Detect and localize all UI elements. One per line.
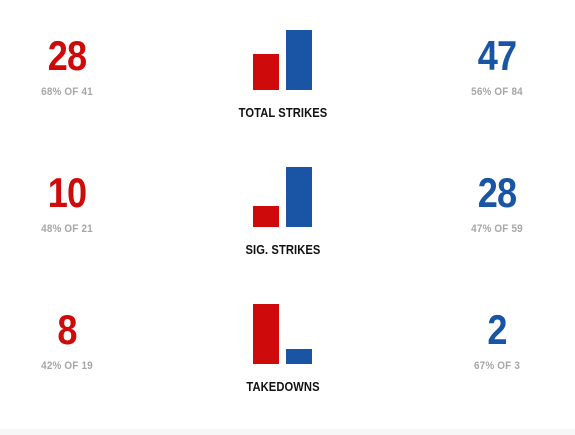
red-corner-stat: 10 48% OF 21 <box>0 169 147 236</box>
blue-value: 2 <box>487 306 507 353</box>
bottom-divider <box>0 429 575 435</box>
stat-label: TOTAL STRIKES <box>238 105 328 120</box>
stat-row-sig-strikes: 10 48% OF 21 SIG. STRIKES 28 47% OF 59 <box>0 137 575 257</box>
blue-bar <box>286 30 312 90</box>
comparison-bars <box>253 30 313 90</box>
blue-corner-stat: 28 47% OF 59 <box>417 169 575 236</box>
red-bar <box>253 304 279 364</box>
red-corner-stat: 8 42% OF 19 <box>0 306 147 373</box>
blue-bar <box>286 167 312 227</box>
blue-detail: 67% OF 3 <box>473 360 521 372</box>
blue-bar <box>286 349 312 364</box>
stat-row-takedowns: 8 42% OF 19 TAKEDOWNS 2 67% OF 3 <box>0 274 575 394</box>
blue-corner-stat: 2 67% OF 3 <box>417 306 575 373</box>
red-detail: 48% OF 21 <box>41 223 93 235</box>
blue-value: 28 <box>477 169 517 216</box>
stat-label: TAKEDOWNS <box>246 379 320 394</box>
stat-row-total-strikes: 28 68% OF 41 TOTAL STRIKES 47 56% OF 84 <box>0 0 575 120</box>
red-bar <box>253 54 279 90</box>
comparison-bars <box>253 167 313 227</box>
blue-value: 47 <box>477 32 517 79</box>
red-value: 28 <box>47 32 87 79</box>
red-detail: 68% OF 41 <box>41 86 93 98</box>
blue-detail: 47% OF 59 <box>471 223 523 235</box>
red-detail: 42% OF 19 <box>41 360 93 372</box>
red-value: 8 <box>57 306 77 353</box>
blue-detail: 56% OF 84 <box>471 86 523 98</box>
red-bar <box>253 206 279 227</box>
red-value: 10 <box>47 169 87 216</box>
stat-label: SIG. STRIKES <box>245 242 321 257</box>
blue-corner-stat: 47 56% OF 84 <box>417 32 575 99</box>
red-corner-stat: 28 68% OF 41 <box>0 32 147 99</box>
comparison-bars <box>253 304 313 364</box>
